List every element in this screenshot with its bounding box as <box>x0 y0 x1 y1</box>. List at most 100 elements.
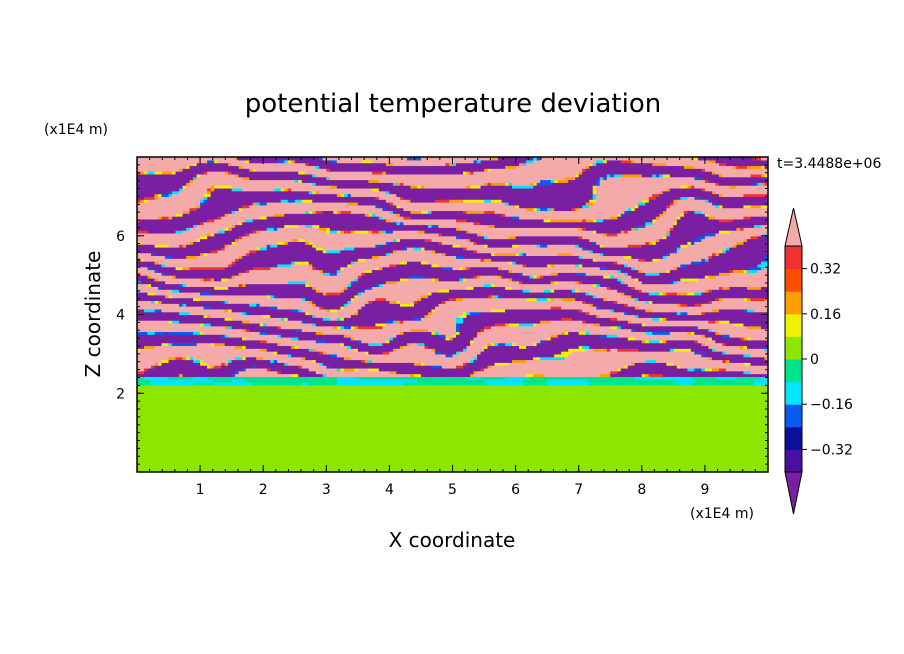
heatmap-cell <box>456 235 461 240</box>
heatmap-cell <box>550 289 555 293</box>
heatmap-cell <box>189 210 233 214</box>
heatmap-cell <box>715 171 768 175</box>
heatmap-cell <box>371 255 380 259</box>
heatmap-cell <box>287 353 292 358</box>
heatmap-cell <box>182 168 250 172</box>
heatmap-cell <box>568 331 580 335</box>
heatmap-cell <box>582 345 590 349</box>
heatmap-cell <box>641 269 667 273</box>
heatmap-cell <box>480 159 527 164</box>
heatmap-cell <box>441 241 475 245</box>
heatmap-cell <box>757 263 768 268</box>
heatmap-cell <box>312 190 317 195</box>
heatmap-cell <box>158 362 163 366</box>
heatmap-cell <box>224 342 278 347</box>
heatmap-cell <box>508 261 513 265</box>
heatmap-cell <box>456 162 520 167</box>
heatmap-cell <box>599 322 643 327</box>
heatmap-cell <box>550 280 555 285</box>
heatmap-cell <box>137 216 159 220</box>
heatmap-cell <box>673 202 713 206</box>
heatmap-cell <box>340 269 366 273</box>
heatmap-cell <box>252 202 257 206</box>
heatmap-cell <box>638 269 643 273</box>
heatmap-cell <box>599 283 629 287</box>
heatmap-cell <box>659 317 664 321</box>
heatmap-cell <box>711 367 720 372</box>
heatmap-cell <box>585 300 615 304</box>
heatmap-cell <box>743 345 748 349</box>
heatmap-cell <box>228 277 355 282</box>
heatmap-cell <box>420 185 426 189</box>
heatmap-cell <box>364 269 373 273</box>
heatmap-cell <box>368 300 373 304</box>
heatmap-cell <box>144 196 156 200</box>
heatmap-cell <box>466 362 496 366</box>
heatmap-cell <box>484 182 489 186</box>
heatmap-cell <box>382 266 443 271</box>
heatmap-cell <box>340 325 345 330</box>
heatmap-cell <box>371 159 475 164</box>
heatmap-cell <box>137 204 198 209</box>
heatmap-cell <box>697 277 768 282</box>
heatmap-cell <box>743 337 748 341</box>
heatmap-cell <box>179 311 191 316</box>
heatmap-cell <box>158 300 163 304</box>
heatmap-cell <box>736 227 741 231</box>
heatmap-cell <box>701 367 706 372</box>
heatmap-cell <box>322 249 327 254</box>
heatmap-cell <box>666 232 671 237</box>
heatmap-cell <box>427 294 489 299</box>
heatmap-cell <box>575 297 604 302</box>
heatmap-cell <box>547 263 552 268</box>
heatmap-cell <box>266 294 271 299</box>
heatmap-cell <box>620 173 643 178</box>
heatmap-cell <box>340 367 345 372</box>
heatmap-cell <box>140 241 191 245</box>
heatmap-cell <box>631 294 768 299</box>
heatmap-cell <box>760 266 766 271</box>
heatmap-cell <box>175 171 205 175</box>
heatmap-cell <box>182 303 187 307</box>
heatmap-cell <box>708 356 713 361</box>
heatmap-cell <box>375 213 398 217</box>
heatmap-cell <box>708 258 766 262</box>
heatmap-cell <box>582 320 587 324</box>
heatmap-cell <box>137 455 768 459</box>
heatmap-cell <box>235 173 240 178</box>
heatmap-cell <box>491 252 496 257</box>
heatmap-cell <box>599 179 706 183</box>
heatmap-cell <box>217 230 226 234</box>
heatmap-cell <box>154 292 201 296</box>
heatmap-cell <box>438 241 443 245</box>
heatmap-cell <box>137 441 768 445</box>
heatmap-cell <box>473 241 478 245</box>
heatmap-cell <box>557 179 569 183</box>
heatmap-cell <box>718 193 724 197</box>
heatmap-cell <box>480 258 485 262</box>
heatmap-cell <box>687 185 692 189</box>
heatmap-cell <box>410 210 422 214</box>
heatmap-cell <box>596 241 646 245</box>
heatmap-cell <box>396 370 475 375</box>
heatmap-cell <box>382 230 387 234</box>
heatmap-cell <box>599 373 611 377</box>
heatmap-cell <box>154 261 159 265</box>
heatmap-cell <box>137 165 187 169</box>
heatmap-cell <box>266 227 275 231</box>
heatmap-cell <box>259 230 327 234</box>
heatmap-cell <box>519 244 538 248</box>
heatmap-cell <box>575 176 601 181</box>
heatmap-cell <box>434 351 443 355</box>
heatmap-cell <box>137 241 142 245</box>
heatmap-cell <box>242 311 247 316</box>
heatmap-cell <box>371 300 390 304</box>
heatmap-cell <box>704 179 710 183</box>
heatmap-cell <box>137 390 768 394</box>
heatmap-cell <box>207 376 338 380</box>
heatmap-cell <box>326 292 341 296</box>
heatmap-cell <box>396 263 433 268</box>
heatmap-cell <box>466 266 471 271</box>
heatmap-cell <box>550 263 555 268</box>
